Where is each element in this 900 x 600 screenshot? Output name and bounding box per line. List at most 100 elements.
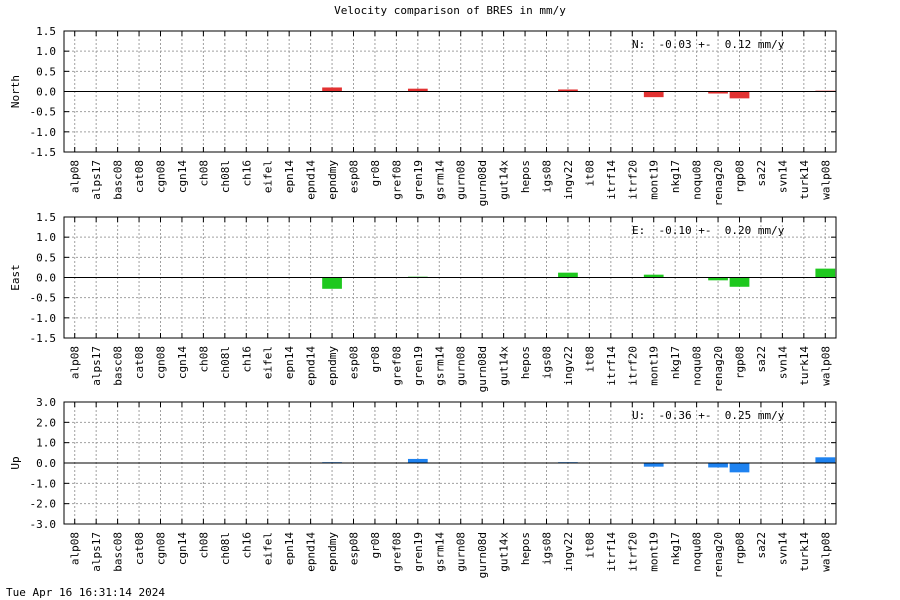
x-tick-label: cgn14 bbox=[176, 346, 189, 379]
x-tick-label: mont19 bbox=[648, 532, 661, 572]
timestamp: Tue Apr 16 16:31:14 2024 bbox=[6, 586, 165, 599]
x-tick-label: epnd14 bbox=[305, 346, 318, 386]
x-tick-label: epn14 bbox=[283, 532, 296, 565]
x-tick-label: turk14 bbox=[798, 532, 811, 572]
x-tick-label: gsrm14 bbox=[433, 160, 446, 200]
y-tick-label: 1.5 bbox=[36, 211, 56, 224]
bar bbox=[407, 88, 428, 92]
x-tick-label: renag20 bbox=[712, 532, 725, 578]
x-tick-label: mont19 bbox=[648, 160, 661, 200]
x-tick-label: sa22 bbox=[755, 160, 768, 187]
x-tick-label: gref08 bbox=[390, 346, 403, 386]
x-tick-label: hepos bbox=[519, 532, 532, 565]
x-tick-label: ch08l bbox=[219, 532, 232, 565]
bar bbox=[729, 463, 750, 473]
x-tick-label: svn14 bbox=[776, 532, 789, 565]
x-tick-label: turk14 bbox=[798, 160, 811, 200]
x-tick-label: rgp08 bbox=[734, 160, 747, 193]
x-tick-label: itrf14 bbox=[605, 532, 618, 572]
x-tick-label: itrf14 bbox=[605, 346, 618, 386]
x-tick-label: ch16 bbox=[240, 346, 253, 373]
x-tick-label: epndmy bbox=[326, 346, 339, 386]
x-tick-label: noqu08 bbox=[691, 160, 704, 200]
bar bbox=[815, 268, 836, 278]
x-tick-label: rgp08 bbox=[734, 532, 747, 565]
x-tick-label: walp08 bbox=[819, 532, 832, 572]
y-tick-label: 1.0 bbox=[36, 437, 56, 450]
x-tick-label: renag20 bbox=[712, 160, 725, 206]
x-tick-label: walp08 bbox=[819, 160, 832, 200]
y-tick-label: -0.5 bbox=[30, 292, 57, 305]
x-tick-label: epnd14 bbox=[305, 532, 318, 572]
x-tick-label: svn14 bbox=[776, 160, 789, 193]
x-tick-label: eifel bbox=[262, 160, 275, 193]
chart-title: Velocity comparison of BRES in mm/y bbox=[334, 4, 566, 17]
bar bbox=[729, 91, 750, 99]
x-tick-label: nkg17 bbox=[669, 346, 682, 379]
x-tick-label: ch08l bbox=[219, 346, 232, 379]
x-tick-label: itrf20 bbox=[626, 532, 639, 572]
bar bbox=[643, 274, 664, 278]
x-tick-label: gr08 bbox=[369, 532, 382, 559]
x-tick-label: epndmy bbox=[326, 160, 339, 200]
y-tick-label: 0.0 bbox=[36, 457, 56, 470]
bar bbox=[815, 457, 836, 463]
x-tick-label: gsrm14 bbox=[433, 346, 446, 386]
x-tick-label: ch08 bbox=[197, 346, 210, 373]
x-tick-label: basc08 bbox=[112, 346, 125, 386]
x-tick-label: turk14 bbox=[798, 346, 811, 386]
y-axis-label: East bbox=[9, 264, 22, 291]
x-tick-label: gr08 bbox=[369, 160, 382, 187]
y-tick-label: -1.5 bbox=[30, 146, 57, 159]
y-tick-label: -1.0 bbox=[30, 477, 57, 490]
bar bbox=[643, 91, 664, 98]
y-tick-label: 1.0 bbox=[36, 231, 56, 244]
x-tick-label: epn14 bbox=[283, 160, 296, 193]
x-tick-label: nkg17 bbox=[669, 532, 682, 565]
x-tick-label: mont19 bbox=[648, 346, 661, 386]
y-tick-label: -1.5 bbox=[30, 332, 57, 345]
y-tick-label: 2.0 bbox=[36, 416, 56, 429]
plot-frame bbox=[63, 216, 837, 339]
x-tick-label: gren19 bbox=[412, 346, 425, 386]
x-tick-label: eifel bbox=[262, 532, 275, 565]
x-tick-label: cat08 bbox=[133, 346, 146, 379]
x-tick-label: alp08 bbox=[69, 160, 82, 193]
x-tick-label: sa22 bbox=[755, 346, 768, 373]
x-tick-label: it08 bbox=[583, 160, 596, 187]
x-tick-label: noqu08 bbox=[691, 346, 704, 386]
summary-label: E: -0.10 +- 0.20 mm/y bbox=[632, 224, 785, 237]
bar bbox=[407, 458, 428, 463]
summary-label: N: -0.03 +- 0.12 mm/y bbox=[632, 38, 785, 51]
y-tick-label: -0.5 bbox=[30, 106, 57, 119]
x-tick-label: ch08l bbox=[219, 160, 232, 193]
x-tick-label: itrf20 bbox=[626, 346, 639, 386]
x-tick-label: alps17 bbox=[90, 160, 103, 200]
x-tick-label: svn14 bbox=[776, 346, 789, 379]
bar bbox=[322, 277, 342, 289]
x-tick-label: eifel bbox=[262, 346, 275, 379]
bar bbox=[708, 91, 728, 94]
x-tick-label: ch16 bbox=[240, 532, 253, 559]
x-tick-label: gurn08d bbox=[476, 346, 489, 392]
x-tick-label: noqu08 bbox=[691, 532, 704, 572]
x-tick-label: cgn08 bbox=[155, 160, 168, 193]
x-tick-label: it08 bbox=[583, 346, 596, 373]
x-tick-label: gr08 bbox=[369, 346, 382, 373]
bar bbox=[729, 277, 750, 287]
y-tick-label: -2.0 bbox=[30, 498, 57, 511]
x-tick-label: epnd14 bbox=[305, 160, 318, 200]
x-tick-label: walp08 bbox=[819, 346, 832, 386]
plot-frame bbox=[63, 401, 837, 525]
bar bbox=[558, 89, 578, 92]
y-tick-label: 1.5 bbox=[36, 25, 56, 38]
bar bbox=[322, 87, 342, 92]
x-tick-label: ch08 bbox=[197, 532, 210, 559]
y-tick-label: -1.0 bbox=[30, 312, 57, 325]
bar bbox=[708, 463, 728, 468]
summary-label: U: -0.36 +- 0.25 mm/y bbox=[632, 409, 785, 422]
y-tick-label: -3.0 bbox=[30, 518, 57, 531]
x-tick-label: esp08 bbox=[348, 532, 361, 565]
x-tick-label: gurn08d bbox=[476, 160, 489, 206]
